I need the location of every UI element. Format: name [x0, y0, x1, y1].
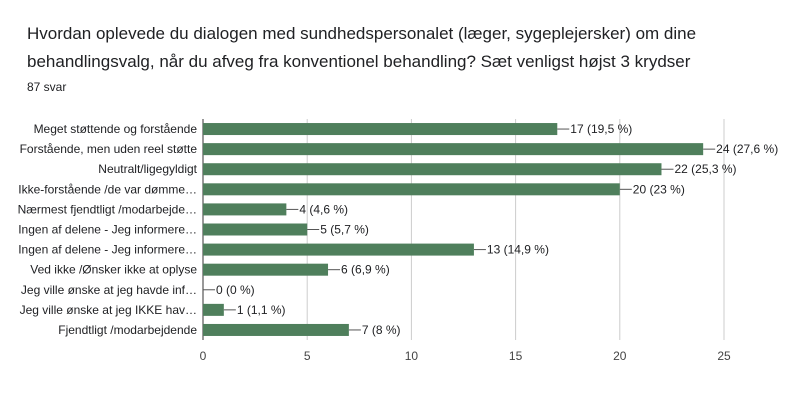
bar	[203, 323, 349, 336]
bar	[203, 163, 662, 176]
question-title: Hvordan oplevede du dialogen med sundhed…	[27, 24, 697, 71]
value-label: 13 (14,9 %)	[487, 243, 549, 257]
value-label: 0 (0 %)	[216, 283, 255, 297]
value-label: 6 (6,9 %)	[341, 263, 390, 277]
x-tick-label: 10	[405, 349, 419, 363]
x-tick-label: 25	[717, 349, 731, 363]
category-label: Ved ikke /Ønsker ikke at oplyse	[30, 263, 197, 277]
category-label: Jeg ville ønske at jeg IKKE hav…	[20, 303, 197, 317]
value-label: 24 (27,6 %)	[716, 142, 778, 156]
category-label: Jeg ville ønske at jeg havde inf…	[21, 283, 197, 297]
value-label: 7 (8 %)	[362, 323, 401, 337]
category-label: Ingen af delene - Jeg informere…	[18, 223, 197, 237]
bar	[203, 223, 308, 236]
x-tick-label: 5	[304, 349, 311, 363]
category-label: Ikke-forstående /de var dømme…	[18, 182, 197, 196]
bar	[203, 303, 224, 316]
bar	[203, 243, 474, 256]
response-count: 87 svar	[27, 80, 67, 94]
value-label: 17 (19,5 %)	[570, 122, 632, 136]
x-tick-label: 15	[509, 349, 523, 363]
value-label: 4 (4,6 %)	[299, 202, 348, 216]
bar	[203, 183, 620, 196]
bar	[203, 203, 287, 216]
bar	[203, 143, 704, 156]
category-label: Neutralt/ligegyldigt	[98, 162, 197, 176]
category-label: Ingen af delene - Jeg informere…	[18, 243, 197, 257]
value-label: 20 (23 %)	[633, 182, 685, 196]
bar	[203, 263, 329, 276]
value-label: 5 (5,7 %)	[320, 223, 369, 237]
category-label: Forstående, men uden reel støtte	[20, 142, 198, 156]
category-label: Meget støttende og forstående	[34, 122, 198, 136]
value-label: 22 (25,3 %)	[674, 162, 736, 176]
value-label: 1 (1,1 %)	[237, 303, 286, 317]
x-tick-label: 20	[613, 349, 627, 363]
bar	[203, 123, 558, 136]
x-tick-label: 0	[200, 349, 207, 363]
category-label: Fjendtligt /modarbejdende	[58, 323, 197, 337]
category-label: Nærmest fjendtligt /modarbejde…	[18, 202, 197, 216]
